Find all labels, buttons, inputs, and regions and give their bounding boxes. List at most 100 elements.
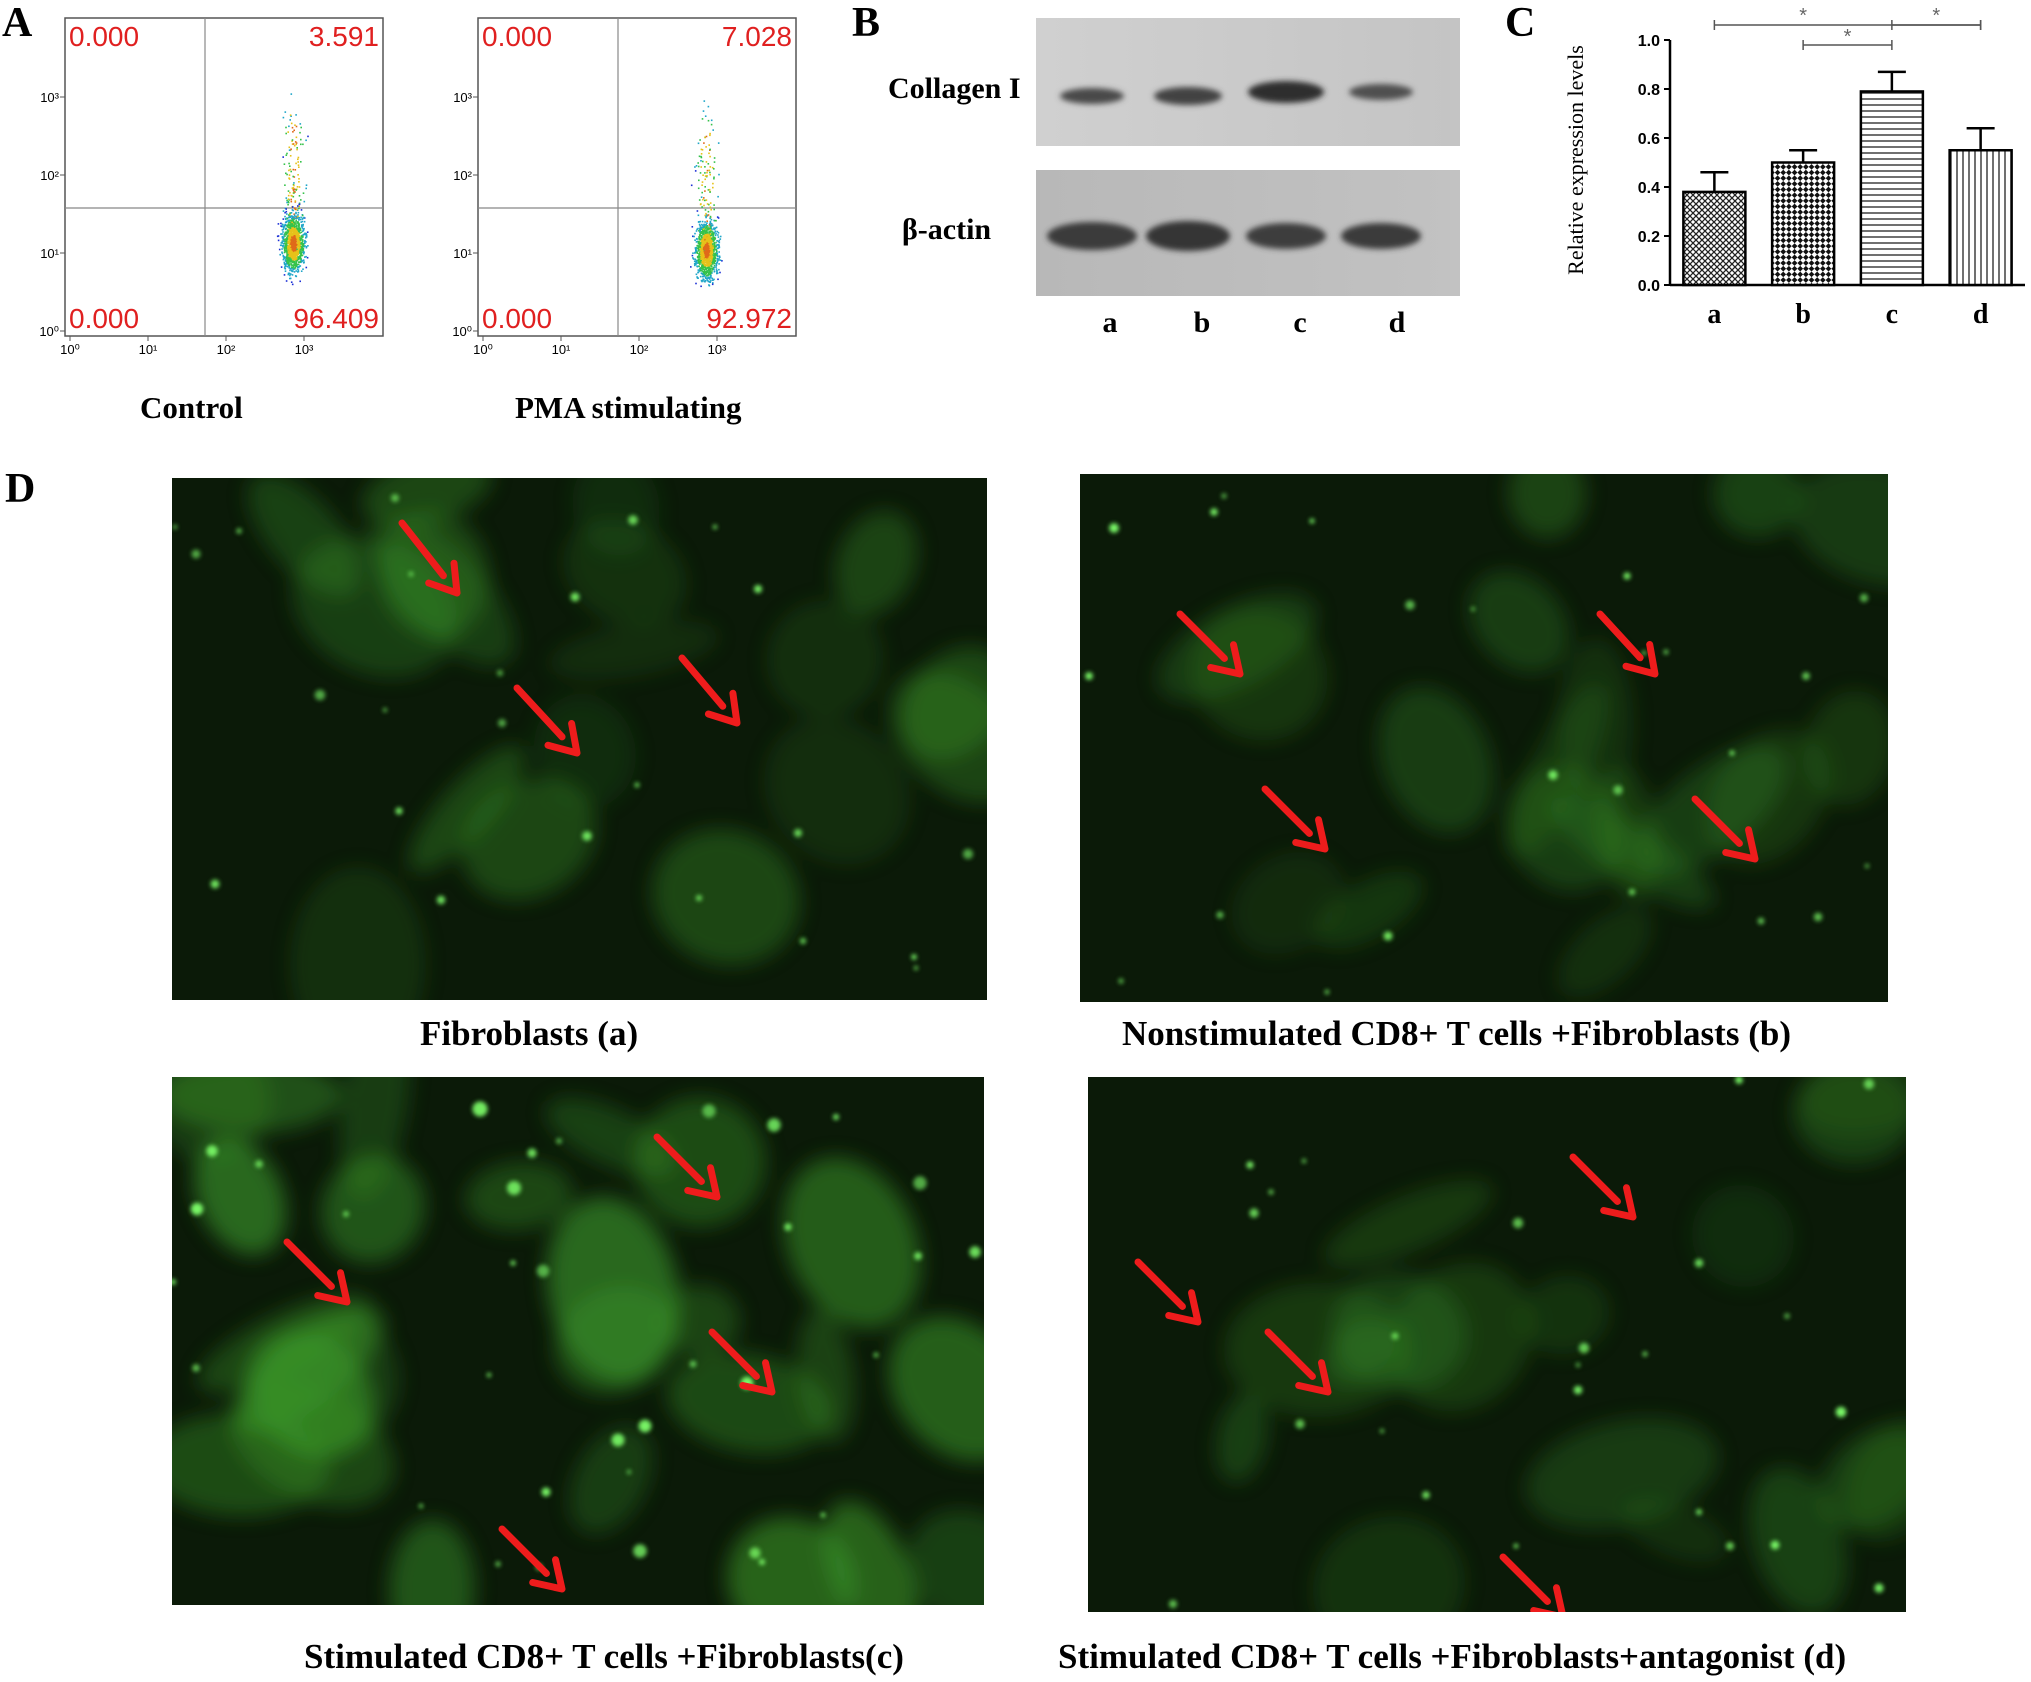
- punctum: [1874, 1583, 1884, 1593]
- flow-x-tick-label: 10⁰: [60, 342, 80, 357]
- punctum: [969, 1246, 981, 1258]
- punctum: [536, 1264, 550, 1278]
- punctum: [1726, 1542, 1734, 1550]
- punctum: [1835, 1406, 1847, 1418]
- bar-c: [1859, 90, 1925, 287]
- bar-d: [1948, 149, 2013, 287]
- micrograph-image: [172, 478, 987, 1000]
- punctum: [784, 1223, 792, 1231]
- sig-star: *: [1799, 5, 1807, 27]
- panel-letter-a: A: [2, 0, 33, 46]
- bar-x-tick-label-d: d: [1973, 299, 1989, 330]
- punctum: [689, 1360, 697, 1368]
- punctum: [638, 1419, 652, 1433]
- punctum: [820, 1512, 826, 1518]
- flow-quadrant-ll: 0.000: [482, 303, 552, 334]
- bar-b: [1770, 161, 1836, 287]
- flow-quadrant-ul: 0.000: [69, 21, 139, 52]
- cell: [465, 1161, 573, 1231]
- bar-chart: Relative expression levels 0.0 0.2 0.4 0.6 0…: [1563, 5, 2025, 330]
- bar-y-tick-label: 0.0: [1638, 278, 1660, 295]
- bar-chart-significance: * * *: [1713, 5, 1982, 50]
- bar-y-tick-label: 0.4: [1638, 180, 1660, 197]
- punctum: [236, 528, 242, 534]
- flow-y-tick-label: 10²: [453, 168, 472, 183]
- punctum: [962, 848, 974, 860]
- punctum: [408, 571, 414, 577]
- cell: [1315, 871, 1423, 949]
- blot-lane-label-d: d: [1388, 306, 1406, 339]
- cell: [1324, 1318, 1394, 1388]
- cell: [1215, 1393, 1269, 1483]
- punctum: [1422, 1491, 1430, 1499]
- red-arrow: [398, 519, 461, 597]
- cell: [1557, 906, 1653, 998]
- bright-puncta: [172, 494, 974, 971]
- flow-y-tick-label: 10³: [40, 90, 59, 105]
- bar-x-tick-label-b: b: [1795, 299, 1811, 330]
- punctum: [1246, 1161, 1254, 1169]
- punctum: [206, 1145, 218, 1157]
- flow-x-tick-label: 10³: [708, 342, 727, 357]
- flow-quadrant-lr: 92.972: [706, 303, 792, 334]
- fluorescent-cells: [1157, 474, 1888, 998]
- punctum: [1573, 1385, 1583, 1395]
- cell: [572, 478, 660, 556]
- punctum: [913, 965, 919, 971]
- blot-band-collagen-c: [1248, 81, 1324, 103]
- punctum: [1210, 508, 1218, 516]
- flow-quadrant-ur: 3.591: [309, 21, 379, 52]
- punctum: [570, 592, 580, 602]
- bright-puncta: [1168, 1077, 1884, 1609]
- cell: [408, 745, 526, 873]
- cell: [290, 867, 426, 1000]
- bar-y-tick-label: 0.8: [1638, 82, 1660, 99]
- punctum: [914, 1252, 922, 1260]
- punctum: [498, 719, 506, 727]
- micrograph-caption-d: Stimulated CD8+ T cells +Fibroblasts+ant…: [1058, 1637, 1847, 1676]
- punctum: [527, 1148, 537, 1158]
- punctum: [556, 1138, 562, 1144]
- punctum: [634, 782, 640, 788]
- cell: [1389, 1262, 1533, 1412]
- blot-lane-label-a: a: [1102, 306, 1118, 339]
- punctum: [1802, 672, 1810, 680]
- bar-chart-ylabel: Relative expression levels: [1563, 45, 1588, 275]
- micrograph-caption-b: Nonstimulated CD8+ T cells +Fibroblasts …: [1122, 1014, 1791, 1053]
- punctum: [383, 708, 387, 712]
- micrograph-c: [172, 1077, 984, 1605]
- red-arrow: [678, 654, 741, 727]
- punctum: [1623, 572, 1631, 580]
- punctum: [192, 1364, 200, 1372]
- red-arrow: [708, 1328, 776, 1396]
- punctum: [1221, 493, 1227, 499]
- punctum: [626, 1469, 632, 1475]
- punctum: [799, 937, 807, 945]
- punctum: [1770, 1540, 1780, 1550]
- punctum: [873, 1352, 879, 1358]
- blot-row-label-actin: β-actin: [902, 213, 992, 246]
- red-arrow: [1261, 785, 1329, 853]
- bar-a: [1682, 190, 1747, 287]
- cell: [1706, 729, 1830, 865]
- bar-y-tick-label: 0.2: [1638, 229, 1660, 246]
- punctum: [1249, 1208, 1259, 1218]
- punctum: [190, 1202, 204, 1216]
- flow-x-tick-label: 10¹: [552, 342, 571, 357]
- flow-plot-control: 10⁰ 10¹ 10² 10³ 10⁰ 10¹ 10² 10³ 0.000 3.591 0.000 9…: [39, 17, 384, 357]
- blot-lane-label-b: b: [1193, 306, 1211, 339]
- punctum: [1405, 600, 1415, 610]
- punctum: [696, 895, 702, 901]
- punctum: [391, 494, 399, 502]
- panel-letter-b: B: [852, 0, 881, 46]
- red-arrow: [1691, 795, 1759, 863]
- panel-letter-d: D: [5, 466, 36, 512]
- cell: [1190, 607, 1328, 741]
- red-arrow: [283, 1238, 351, 1306]
- punctum: [1729, 750, 1735, 756]
- punctum: [1575, 1362, 1581, 1368]
- punctum: [172, 1279, 176, 1285]
- cell: [1312, 1516, 1466, 1612]
- punctum: [1578, 1342, 1590, 1354]
- punctum: [1613, 785, 1623, 795]
